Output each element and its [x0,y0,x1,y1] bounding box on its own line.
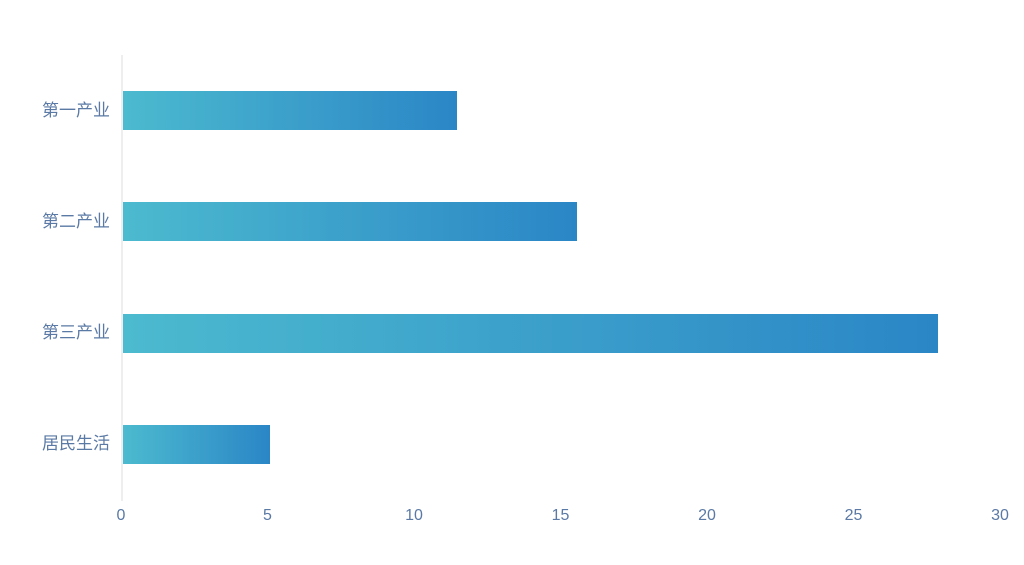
category-label: 第三产业 [42,323,110,343]
category-label: 第二产业 [42,211,110,231]
x-tick-label: 15 [551,507,570,524]
x-tick-label: 25 [844,507,863,524]
bar-第三产业[interactable] [123,313,938,353]
x-tick-label: 0 [116,507,126,524]
bar-第一产业[interactable] [123,91,458,131]
bar-居民生活[interactable] [123,424,270,464]
category-label: 居民生活 [42,434,110,454]
category-axis-line [121,55,123,501]
x-tick-label: 30 [991,507,1009,524]
x-tick-label: 20 [698,507,716,524]
category-label: 第一产业 [42,100,110,120]
x-tick-label: 5 [263,507,272,524]
bar-第二产业[interactable] [123,202,578,242]
x-tick-label: 10 [405,507,423,524]
